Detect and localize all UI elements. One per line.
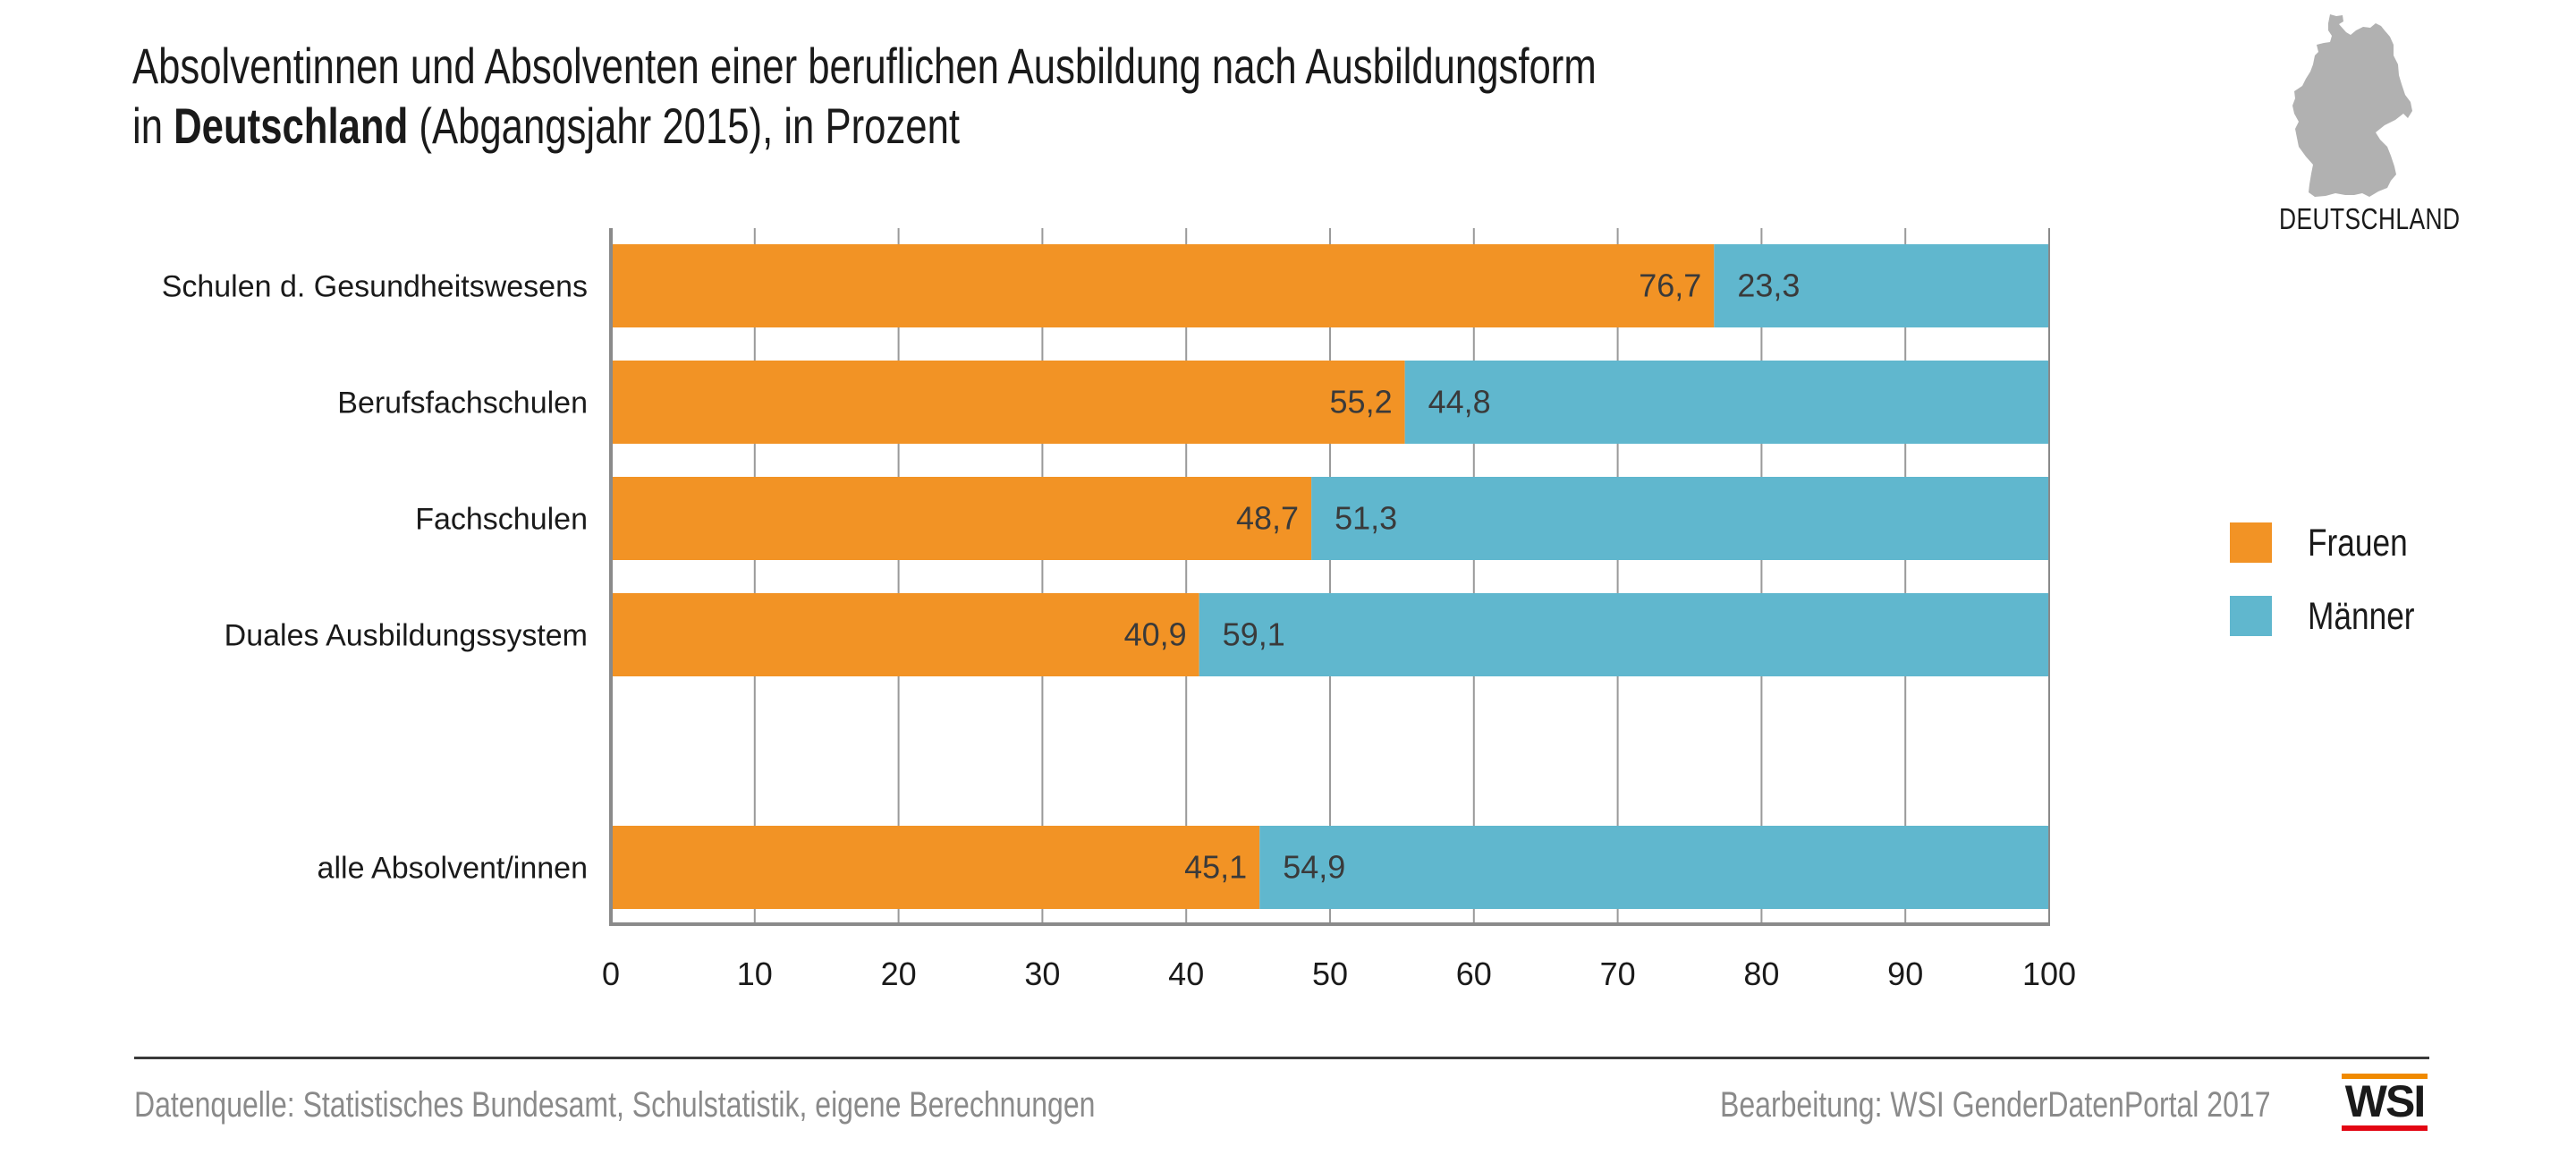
x-tick-label-20: 20 <box>881 955 917 992</box>
legend-swatch-frauen <box>2230 522 2272 563</box>
x-tick-label-30: 30 <box>1024 955 1060 992</box>
bar-frauen-schulen-d-gesundheitswesens <box>611 244 1715 327</box>
value-label-frauen-berufsfachschulen: 55,2 <box>1330 384 1393 420</box>
axes <box>609 228 2050 926</box>
x-tick-labels: 0 10 20 30 40 50 60 70 80 90 100 <box>602 955 2076 992</box>
bar-value-labels: 76,7 23,3 55,2 44,8 48,7 51,3 40,9 59,1 45,1 54,9 <box>1124 268 1801 886</box>
value-label-maenner-berufsfachschulen: 44,8 <box>1428 384 1491 420</box>
category-labels: Schulen d. Gesundheitswesens Berufsfachsc… <box>162 270 588 886</box>
x-tick-label-100: 100 <box>2022 955 2076 992</box>
logo-red-bar <box>2342 1125 2428 1131</box>
chart-title-line-1: Absolventinnen und Absolventen einer ber… <box>132 38 1597 94</box>
title-suffix: (Abgangsjahr 2015), in Prozent <box>408 98 961 154</box>
title-prefix: in <box>132 98 174 154</box>
value-label-maenner-schulen-d-gesundheitswesens: 23,3 <box>1737 268 1800 304</box>
bar-maenner-duales-ausbildungssystem <box>1199 593 2049 676</box>
x-tick-label-60: 60 <box>1456 955 1492 992</box>
x-tick-label-80: 80 <box>1743 955 1779 992</box>
category-label-schulen-d-gesundheitswesens: Schulen d. Gesundheitswesens <box>162 270 588 304</box>
legend-label-frauen: Frauen <box>2308 522 2408 565</box>
bar-frauen-duales-ausbildungssystem <box>611 593 1199 676</box>
value-label-maenner-alle-absolvent-innen: 54,9 <box>1283 849 1345 886</box>
bar-frauen-fachschulen <box>611 477 1312 560</box>
logo-text: WSI <box>2344 1076 2426 1126</box>
legend-item-maenner: Männer <box>2230 596 2498 637</box>
category-label-alle-absolvent-innen: alle Absolvent/innen <box>318 852 588 886</box>
legend-swatch-maenner <box>2230 596 2272 636</box>
bar-frauen-berufsfachschulen <box>611 361 1405 444</box>
value-label-frauen-alle-absolvent-innen: 45,1 <box>1184 849 1247 886</box>
logo-orange-bar <box>2342 1074 2428 1079</box>
wsi-logo: WSI <box>2342 1074 2428 1131</box>
bar-maenner-schulen-d-gesundheitswesens <box>1714 244 2049 327</box>
legend-item-frauen: Frauen <box>2230 522 2498 564</box>
credit-note: Bearbeitung: WSI GenderDatenPortal 2017 <box>1720 1085 2271 1125</box>
x-tick-label-50: 50 <box>1312 955 1348 992</box>
category-label-fachschulen: Fachschulen <box>415 503 588 537</box>
title-region: Deutschland <box>174 98 409 154</box>
map-label: DEUTSCHLAND <box>2279 202 2461 235</box>
legend-label-maenner: Männer <box>2308 595 2415 638</box>
germany-map-icon <box>2292 14 2412 197</box>
category-label-duales-ausbildungssystem: Duales Ausbildungssystem <box>225 619 588 653</box>
x-tick-label-0: 0 <box>602 955 620 992</box>
x-tick-label-70: 70 <box>1600 955 1636 992</box>
value-label-maenner-duales-ausbildungssystem: 59,1 <box>1223 616 1285 653</box>
value-label-frauen-fachschulen: 48,7 <box>1236 500 1299 537</box>
gridlines <box>753 228 2050 924</box>
value-label-maenner-fachschulen: 51,3 <box>1335 500 1397 537</box>
value-label-frauen-duales-ausbildungssystem: 40,9 <box>1124 616 1187 653</box>
stacked-bar-chart: 76,7 23,3 55,2 44,8 48,7 51,3 40,9 59,1 45,1 54,9… <box>162 228 2076 992</box>
bar-maenner-alle-absolvent-innen <box>1259 826 2049 909</box>
germany-map-shape <box>2292 14 2412 197</box>
footer-divider <box>134 1057 2429 1059</box>
chart-title-line-2: in Deutschland (Abgangsjahr 2015), in Pr… <box>132 101 1807 151</box>
x-tick-label-90: 90 <box>1887 955 1923 992</box>
data-source-note: Datenquelle: Statistisches Bundesamt, Sc… <box>134 1085 1096 1125</box>
category-label-berufsfachschulen: Berufsfachschulen <box>337 386 588 420</box>
value-label-frauen-schulen-d-gesundheitswesens: 76,7 <box>1639 268 1701 304</box>
x-tick-label-40: 40 <box>1168 955 1204 992</box>
bars <box>611 244 2049 909</box>
bar-frauen-alle-absolvent-innen <box>611 826 1260 909</box>
bar-maenner-berufsfachschulen <box>1404 361 2049 444</box>
x-tick-label-10: 10 <box>737 955 773 992</box>
bar-maenner-fachschulen <box>1311 477 2049 560</box>
